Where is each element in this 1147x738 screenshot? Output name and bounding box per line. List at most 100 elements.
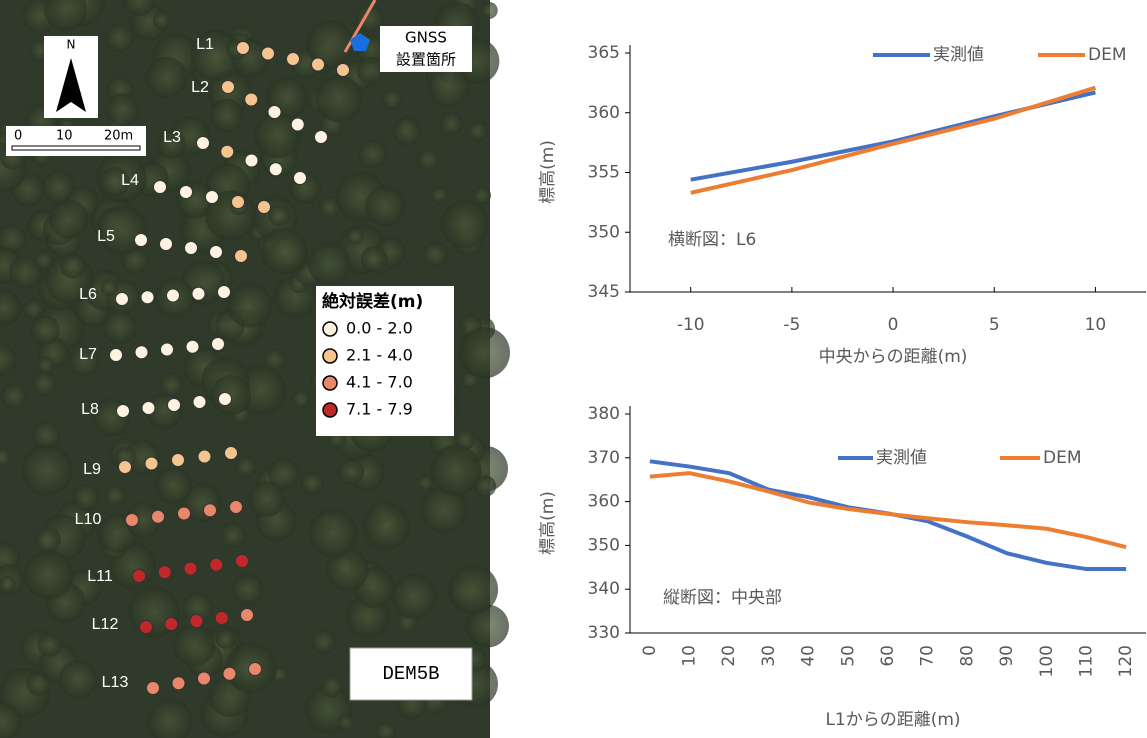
tree-crown xyxy=(365,186,405,226)
tree-crown xyxy=(418,149,439,170)
tree-crown xyxy=(481,2,498,19)
survey-point xyxy=(215,612,228,625)
north-label: N xyxy=(67,38,76,52)
scale-label: 0 xyxy=(14,129,22,144)
x-tick-label: 60 xyxy=(878,645,898,667)
x-tick-label: 10 xyxy=(680,645,700,667)
tree-crown xyxy=(38,633,62,657)
x-tick-label: 70 xyxy=(918,645,938,667)
charts: 345350355360365-10-50510実測値DEM横断図：L6標高(m… xyxy=(538,43,1146,730)
survey-point xyxy=(230,501,243,514)
page: {"map": { "gnss": ["GNSS", "設置箇所"], "nor… xyxy=(0,0,1147,738)
tree-crown xyxy=(30,315,60,345)
survey-point xyxy=(154,181,167,194)
survey-point xyxy=(219,393,232,406)
y-tick-label: 380 xyxy=(588,404,620,424)
x-axis-label: L1からの距離(m) xyxy=(825,710,960,730)
survey-point xyxy=(135,234,148,247)
survey-point xyxy=(225,447,238,460)
tree-crown xyxy=(261,227,308,274)
survey-point xyxy=(141,291,154,304)
tree-crown xyxy=(101,279,118,296)
survey-point xyxy=(210,558,223,571)
survey-point xyxy=(294,172,307,185)
survey-point xyxy=(312,58,325,71)
tree-crown xyxy=(473,186,491,204)
y-tick-label: 340 xyxy=(588,579,620,599)
y-tick-label: 360 xyxy=(588,103,620,123)
survey-point xyxy=(223,667,236,680)
survey-point xyxy=(212,338,225,351)
x-tick-label: 80 xyxy=(957,645,977,667)
tree-crown xyxy=(21,444,72,495)
tree-crown xyxy=(35,527,61,553)
tree-crown xyxy=(49,200,88,239)
survey-point xyxy=(135,346,148,359)
row-label: L11 xyxy=(87,568,113,585)
tree-crown xyxy=(146,57,187,98)
map-legend-title: 絶対誤差(m) xyxy=(322,291,423,312)
survey-point xyxy=(168,399,181,412)
survey-point xyxy=(232,196,245,209)
tree-crown xyxy=(309,509,358,558)
survey-point xyxy=(206,191,219,204)
row-label: L3 xyxy=(163,129,181,146)
y-tick-label: 350 xyxy=(588,222,620,242)
tree-crown xyxy=(430,445,481,496)
legend-swatch xyxy=(323,349,337,363)
scale-bar xyxy=(12,146,140,150)
survey-point xyxy=(249,663,262,676)
x-tick-label: 100 xyxy=(1037,645,1057,677)
y-tick-label: 330 xyxy=(588,623,620,643)
tree-crown xyxy=(311,630,335,654)
tree-crown xyxy=(393,117,421,145)
survey-point xyxy=(337,64,350,77)
tree-crown xyxy=(392,574,437,619)
row-label: L1 xyxy=(196,36,214,53)
survey-point xyxy=(126,514,139,527)
survey-point xyxy=(160,238,173,251)
survey-point xyxy=(184,562,197,575)
tree-crown xyxy=(24,550,73,599)
survey-point xyxy=(178,507,191,520)
tree-crown xyxy=(37,357,54,374)
tree-crown xyxy=(59,660,97,698)
row-label: L12 xyxy=(92,616,119,633)
tree-crown xyxy=(1,383,27,409)
survey-point xyxy=(152,510,165,523)
survey-point xyxy=(158,566,171,579)
tree-crown xyxy=(358,140,386,168)
tree-crown xyxy=(155,467,192,504)
tree-crown xyxy=(73,484,100,511)
legend-swatch xyxy=(323,376,337,390)
tree-crown xyxy=(220,522,246,548)
y-tick-label: 370 xyxy=(588,448,620,468)
survey-point xyxy=(172,677,185,690)
tree-crown xyxy=(449,565,498,614)
survey-point xyxy=(221,145,234,158)
tree-crown xyxy=(467,121,487,141)
tree-crown xyxy=(105,23,134,52)
survey-point xyxy=(235,250,248,263)
legend-label: DEM xyxy=(1043,448,1082,468)
figure: GNSS 設置箇所 N 0 10 20m 絶対誤差(m) 0.0 - 2.02.… xyxy=(0,0,1147,738)
tree-crown xyxy=(227,283,272,328)
survey-point xyxy=(193,396,206,409)
x-tick-label: -5 xyxy=(783,315,800,335)
x-tick-label: -10 xyxy=(677,315,705,335)
survey-point xyxy=(315,131,328,144)
survey-point xyxy=(291,118,304,131)
legend-label: 0.0 - 2.0 xyxy=(346,319,413,338)
survey-point xyxy=(172,454,185,467)
survey-point xyxy=(116,293,129,306)
row-label: L8 xyxy=(81,401,99,418)
tree-crown xyxy=(106,93,139,126)
survey-point xyxy=(245,93,258,106)
survey-point xyxy=(117,405,130,418)
survey-point xyxy=(185,242,198,255)
annotation: 縦断図：中央部 xyxy=(663,588,782,608)
legend-label: 4.1 - 7.0 xyxy=(346,373,413,392)
tree-crown xyxy=(418,475,434,491)
survey-point xyxy=(119,461,132,474)
y-axis-label: 標高(m) xyxy=(538,491,558,555)
